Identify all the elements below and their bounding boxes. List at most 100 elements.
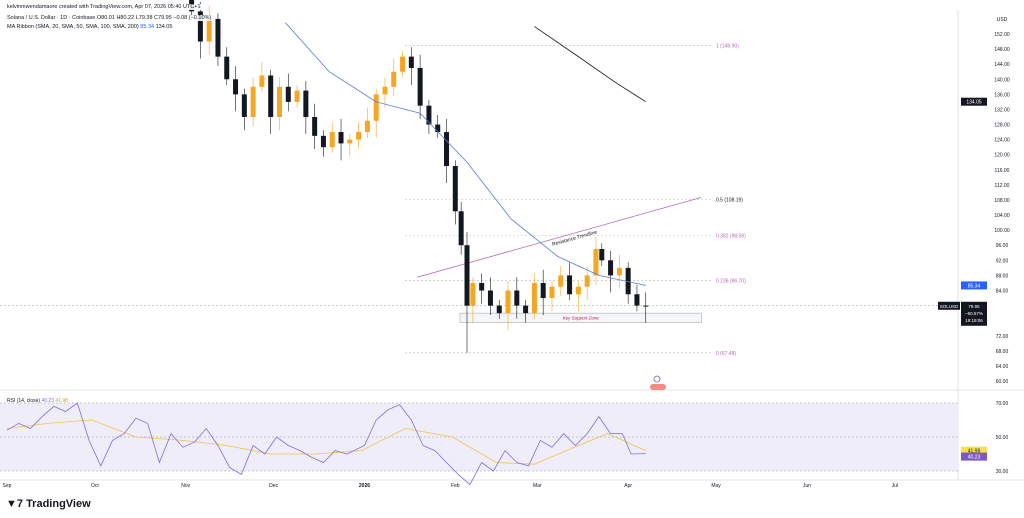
currency-label: USD (997, 17, 1008, 23)
x-tick-label: Apr (624, 483, 632, 489)
candle-body (391, 71, 397, 87)
candle-body (531, 282, 537, 314)
candle-body (197, 11, 203, 42)
x-tick-label: Oct (91, 483, 99, 489)
candle-body (250, 86, 256, 117)
y-tick-label: 132.00 (994, 107, 1010, 113)
candle-body (549, 286, 555, 299)
fib-level-label: 0.236 (86.70) (716, 278, 746, 284)
event-icon (653, 375, 661, 383)
y-tick-label: 124.00 (994, 138, 1010, 144)
tradingview-logo-icon: ▼7 (6, 498, 27, 510)
last-price: 79.95 (968, 304, 980, 309)
candle-body (435, 124, 441, 133)
bar-countdown: 19:19:06 (965, 318, 983, 323)
y-tick-label: 64.00 (996, 364, 1009, 370)
rsi-tick-label: 50.00 (996, 435, 1009, 441)
candle-body (584, 275, 590, 287)
x-tick-label: Jun (803, 483, 811, 489)
x-tick-label: May (711, 483, 721, 489)
tradingview-logo: ▼7 TradingView (6, 498, 91, 510)
candle-body (338, 132, 344, 144)
candle-body (329, 132, 335, 148)
y-tick-label: 112.00 (995, 183, 1010, 189)
earnings-flag-icon (650, 384, 666, 390)
support-zone-label: Key Support Zone (563, 315, 600, 320)
y-tick-label: 148.00 (994, 47, 1010, 53)
candle-body (608, 260, 614, 276)
candle-body (294, 90, 300, 102)
ma-ribbon-label: MA Ribbon (SMA, 20, SMA, 50, SMA, 100, S… (7, 24, 139, 30)
candle-body (241, 94, 247, 117)
candle-body (347, 139, 353, 144)
rsi-ma-line (6, 419, 646, 465)
ma-ribbon-legend[interactable]: MA Ribbon (SMA, 20, SMA, 50, SMA, 100, S… (6, 24, 174, 30)
fib-level-label: 0.5 (108.19) (716, 197, 743, 203)
x-tick-label: 2026 (359, 483, 370, 489)
candle-body (303, 90, 309, 117)
y-tick-label: 68.00 (996, 349, 1009, 355)
candle-body (285, 86, 291, 102)
rsi-tag-label: 40.23 (968, 455, 981, 461)
sma50-line (285, 22, 646, 286)
candle-body (514, 290, 520, 306)
price-tag-label: 134.05 (966, 100, 982, 106)
symbol-legend[interactable]: Solana / U.S. Dollar · 1D · Coinbase O80… (6, 15, 213, 21)
rsi-ma-tag (961, 446, 987, 455)
candle-body (276, 86, 282, 117)
candle-body (479, 282, 485, 291)
y-tick-label: 96.00 (996, 243, 1009, 249)
y-tick-label: 72.00 (996, 334, 1009, 340)
x-tick-label: Feb (451, 483, 460, 489)
rsi-ma-tag-label: 41.98 (968, 449, 981, 455)
candle-body (215, 18, 221, 57)
x-tick-label: Sep (3, 483, 12, 489)
candle-body (634, 294, 640, 306)
y-tick-label: 88.00 (996, 273, 1009, 279)
candle-body (496, 305, 502, 314)
candle-body (400, 56, 406, 72)
rsi-tick-label: 70.00 (996, 401, 1009, 407)
candle-body (382, 86, 388, 95)
candle-body (505, 290, 511, 314)
last-change: −60.57% (965, 311, 983, 316)
y-tick-label: 116.00 (995, 168, 1010, 174)
candle-body (320, 135, 326, 148)
rsi-tag (961, 452, 987, 461)
y-tick-label: 136.00 (994, 92, 1010, 98)
fib-level-label: 0.382 (98.58) (716, 234, 746, 240)
sma200-line (534, 26, 646, 103)
price-tag (961, 281, 987, 290)
price-tag (961, 97, 987, 106)
candle-body (458, 211, 464, 246)
candle-body (599, 249, 605, 261)
candle-body (356, 132, 362, 140)
y-tick-label: 144.00 (994, 62, 1010, 68)
ma-value-50: 85.34 (140, 24, 155, 30)
fib-level-label: 1 (148.90) (716, 44, 739, 50)
candle-body (452, 166, 458, 212)
candle-body (558, 275, 564, 287)
y-tick-label: 84.00 (996, 288, 1009, 294)
rsi-line (6, 402, 646, 486)
y-tick-label: 92.00 (996, 258, 1009, 264)
x-tick-label: Mar (533, 483, 542, 489)
candle-body (540, 282, 546, 299)
candle-body (312, 116, 318, 136)
candle-body (206, 18, 212, 42)
symbol-tag (938, 301, 960, 310)
candle-body (470, 282, 476, 306)
candle-body (523, 305, 529, 314)
candle-body (268, 75, 274, 117)
brand-name: TradingView (26, 498, 91, 510)
candle-body (233, 79, 239, 95)
candle-body (593, 249, 599, 276)
x-tick-label: Nov (181, 483, 190, 489)
y-tick-label: 60.00 (996, 379, 1009, 385)
x-tick-label: Dec (269, 483, 278, 489)
candle-body (444, 132, 449, 167)
fib-level-label: 0 (67.48) (716, 351, 736, 357)
rsi-legend: RSI (14, close) 40.23 41.98 (7, 398, 68, 404)
candle-body (408, 56, 414, 68)
